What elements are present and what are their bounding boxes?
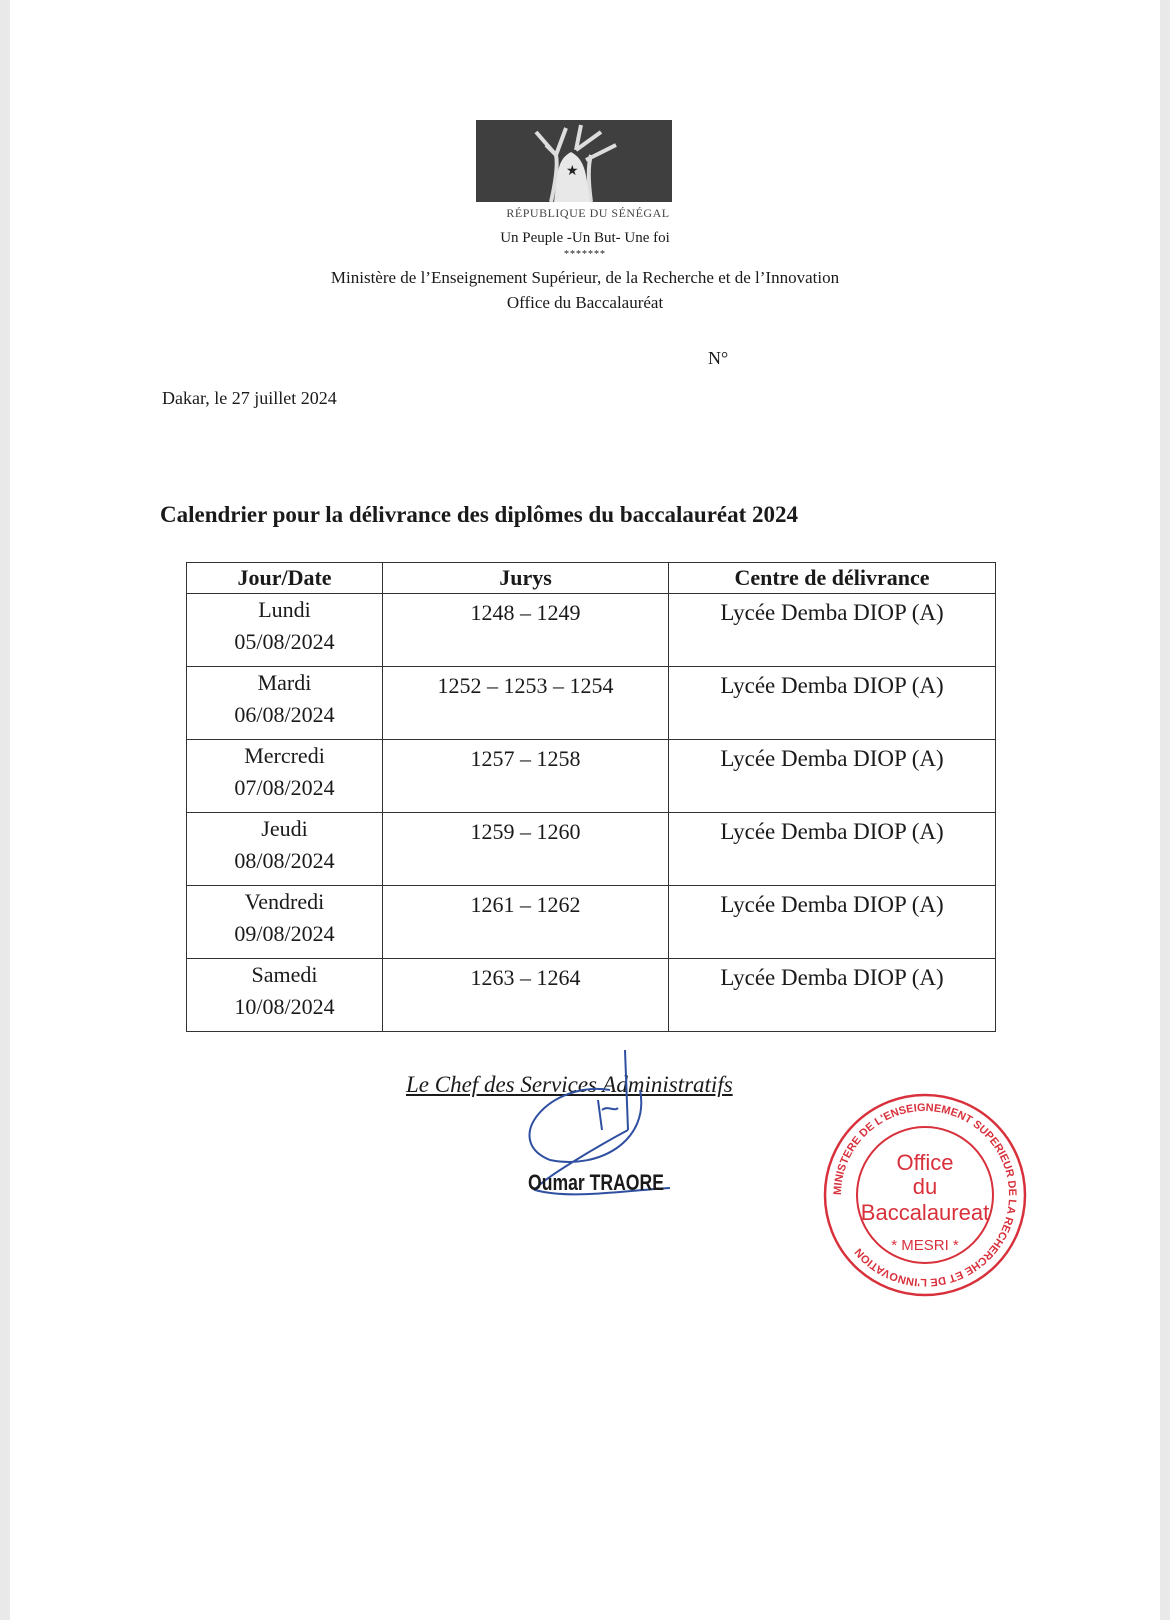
reference-number: N°: [708, 348, 729, 368]
baobab-icon: ★: [534, 124, 617, 203]
table-row: Samedi 10/08/2024 1263 – 1264 Lycée Demba…: [186, 958, 996, 1032]
jurys-cell: 1252 – 1253 – 1254: [382, 666, 669, 740]
day-name: Vendredi: [244, 889, 325, 914]
day-cell: Mercredi 07/08/2024: [186, 739, 383, 813]
day-date: 05/08/2024: [234, 629, 335, 654]
svg-text:* MESRI *: * MESRI *: [891, 1237, 959, 1254]
day-cell: Samedi 10/08/2024: [186, 958, 383, 1032]
place-date: Dakar, le 27 juillet 2024: [162, 388, 337, 408]
table-row: Lundi 05/08/2024 1248 – 1249 Lycée Demba …: [186, 593, 996, 667]
svg-text:Baccalaureat: Baccalaureat: [861, 1200, 989, 1225]
table-row: Mardi 06/08/2024 1252 – 1253 – 1254 Lycée…: [186, 666, 996, 740]
jurys-cell: 1261 – 1262: [382, 885, 669, 959]
day-date: 09/08/2024: [234, 921, 335, 946]
jurys-cell: 1259 – 1260: [382, 812, 669, 886]
day-cell: Lundi 05/08/2024: [186, 593, 383, 667]
jurys-cell: 1248 – 1249: [382, 593, 669, 667]
centre-cell: Lycée Demba DIOP (A): [668, 958, 996, 1032]
signatory-name: Oumar TRAORE: [528, 1170, 664, 1195]
day-date: 07/08/2024: [234, 775, 335, 800]
day-cell: Mardi 06/08/2024: [186, 666, 383, 740]
centre-cell: Lycée Demba DIOP (A): [668, 593, 996, 667]
day-date: 06/08/2024: [234, 702, 335, 727]
separator-stars: *******: [564, 249, 606, 260]
table-row: Jeudi 08/08/2024 1259 – 1260 Lycée Demba …: [186, 812, 996, 886]
ministry-name: Ministère de l’Enseignement Supérieur, d…: [330, 268, 840, 287]
day-cell: Jeudi 08/08/2024: [186, 812, 383, 886]
svg-text:Office: Office: [896, 1150, 953, 1175]
day-name: Lundi: [258, 597, 311, 622]
national-motto: Un Peuple -Un But- Une foi: [500, 230, 670, 246]
republic-label: RÉPUBLIQUE DU SÉNÉGAL: [506, 206, 670, 220]
official-stamp: MINISTERE DE L'ENSEIGNEMENT SUPERIEUR DE…: [823, 1093, 1027, 1297]
day-date: 10/08/2024: [234, 994, 335, 1019]
day-name: Mercredi: [244, 743, 325, 768]
day-name: Samedi: [251, 962, 318, 987]
day-name: Jeudi: [261, 816, 308, 841]
day-date: 08/08/2024: [234, 848, 335, 873]
table-row: Vendredi 09/08/2024 1261 – 1262 Lycée Dem…: [186, 885, 996, 959]
day-name: Mardi: [257, 670, 312, 695]
svg-text:du: du: [913, 1174, 937, 1199]
table-row: Mercredi 07/08/2024 1257 – 1258 Lycée Dem…: [186, 739, 996, 813]
document-title: Calendrier pour la délivrance des diplôm…: [160, 502, 799, 527]
schedule-table: Jour/Date Jurys Centre de délivrance Lun…: [186, 562, 996, 1032]
centre-cell: Lycée Demba DIOP (A): [668, 666, 996, 740]
office-name: Office du Baccalauréat: [506, 293, 664, 312]
centre-cell: Lycée Demba DIOP (A): [668, 812, 996, 886]
day-cell: Vendredi 09/08/2024: [186, 885, 383, 959]
header-day: Jour/Date: [186, 562, 383, 594]
senegal-emblem: ★: [476, 120, 672, 203]
handwritten-signature: [528, 1050, 670, 1196]
header-jurys: Jurys: [382, 562, 669, 594]
jurys-cell: 1257 – 1258: [382, 739, 669, 813]
centre-cell: Lycée Demba DIOP (A): [668, 739, 996, 813]
table-header-row: Jour/Date Jurys Centre de délivrance: [186, 562, 996, 594]
jurys-cell: 1263 – 1264: [382, 958, 669, 1032]
header-centre: Centre de délivrance: [668, 562, 996, 594]
svg-text:★: ★: [566, 164, 579, 179]
centre-cell: Lycée Demba DIOP (A): [668, 885, 996, 959]
